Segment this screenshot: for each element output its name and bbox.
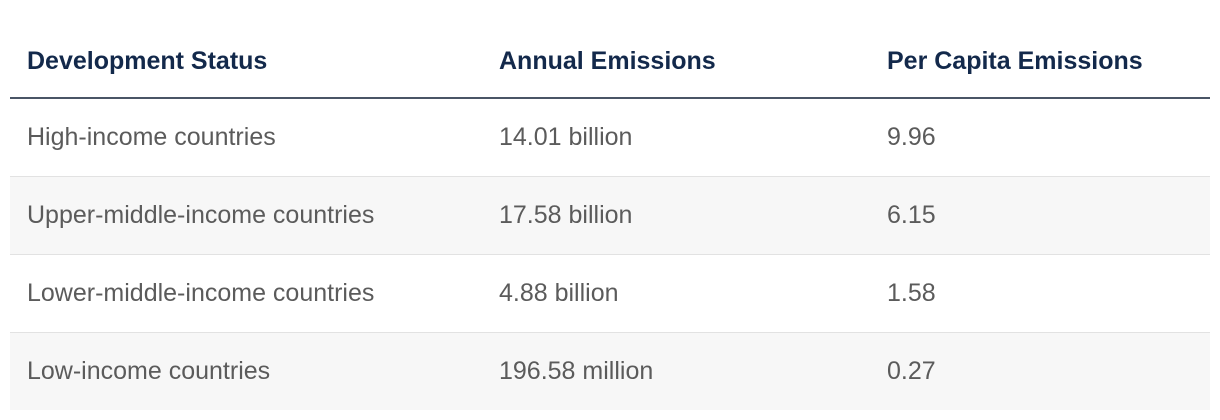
column-header-annual-emissions: Annual Emissions — [482, 0, 870, 99]
cell-annual-emissions: 17.58 billion — [482, 176, 870, 255]
cell-per-capita-emissions: 1.58 — [870, 254, 1210, 333]
table-row: Upper-middle-income countries 17.58 bill… — [10, 176, 1210, 255]
cell-development-status: Upper-middle-income countries — [10, 176, 482, 255]
table-row: Low-income countries 196.58 million 0.27 — [10, 332, 1210, 410]
cell-development-status: High-income countries — [10, 98, 482, 177]
cell-annual-emissions: 196.58 million — [482, 332, 870, 410]
emissions-table-container: Development Status Annual Emissions Per … — [10, 0, 1210, 410]
table-row: Lower-middle-income countries 4.88 billi… — [10, 254, 1210, 333]
table-row: High-income countries 14.01 billion 9.96 — [10, 98, 1210, 177]
table-header-row: Development Status Annual Emissions Per … — [10, 0, 1210, 99]
column-header-per-capita-emissions: Per Capita Emissions — [870, 0, 1210, 99]
cell-per-capita-emissions: 9.96 — [870, 98, 1210, 177]
cell-per-capita-emissions: 6.15 — [870, 176, 1210, 255]
cell-per-capita-emissions: 0.27 — [870, 332, 1210, 410]
cell-development-status: Low-income countries — [10, 332, 482, 410]
cell-development-status: Lower-middle-income countries — [10, 254, 482, 333]
cell-annual-emissions: 14.01 billion — [482, 98, 870, 177]
cell-annual-emissions: 4.88 billion — [482, 254, 870, 333]
column-header-development-status: Development Status — [10, 0, 482, 99]
emissions-table: Development Status Annual Emissions Per … — [10, 0, 1210, 410]
